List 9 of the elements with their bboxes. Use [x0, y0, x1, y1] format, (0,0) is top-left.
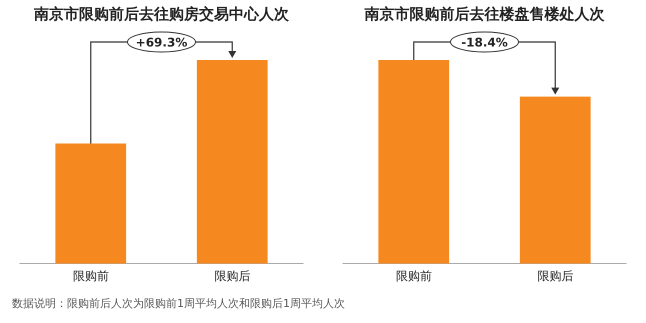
x-tick-label: 限购前 — [396, 268, 432, 283]
text: 数据说明：限购前后人次为限购前1周平均人次和限购后1周平均人次 — [12, 296, 346, 311]
chart-title: 南京市限购前后去往购房交易中心人次 — [33, 4, 290, 23]
chart-title: 南京市限购前后去往楼盘售楼处人次 — [364, 4, 606, 23]
text: -18.4% — [461, 36, 508, 50]
x-tick-label: 限购后 — [214, 268, 250, 283]
x-tick-label: 限购后 — [537, 268, 574, 283]
text: +69.3% — [136, 36, 188, 50]
x-tick-label: 限购前 — [72, 268, 109, 283]
